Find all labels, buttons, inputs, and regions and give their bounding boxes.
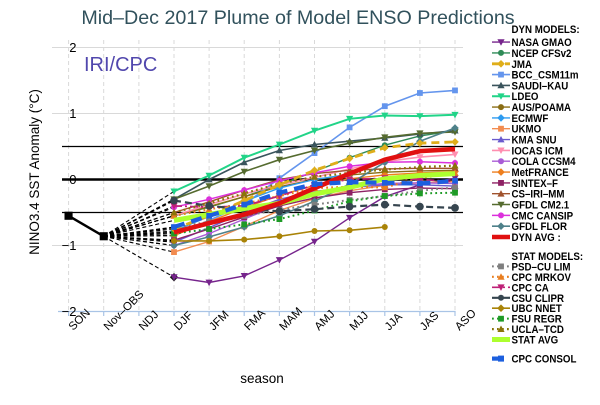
svg-text:season: season [240,371,284,386]
svg-text:0: 0 [69,172,76,187]
svg-text:CS–IRI–MM: CS–IRI–MM [512,189,565,201]
svg-text:IOCAS ICM: IOCAS ICM [512,145,563,157]
svg-text:PSD–CU LIM: PSD–CU LIM [512,261,571,273]
svg-text:UCLA–TCD: UCLA–TCD [512,324,564,336]
svg-text:SAUDI–KAU: SAUDI–KAU [512,80,569,92]
svg-text:2: 2 [69,40,76,55]
svg-text:DYN MODELS:: DYN MODELS: [512,24,580,36]
svg-text:ECMWF: ECMWF [512,113,549,125]
svg-text:SINTEX–F: SINTEX–F [512,178,559,190]
svg-text:UKMO: UKMO [512,124,542,136]
svg-text:STAT AVG: STAT AVG [512,335,559,347]
svg-text:CPC CA: CPC CA [512,282,549,294]
svg-text:MetFRANCE: MetFRANCE [512,167,569,179]
svg-text:UBC NNET: UBC NNET [512,303,563,315]
svg-text:GFDL CM2.1: GFDL CM2.1 [512,200,570,212]
svg-text:STAT MODELS:: STAT MODELS: [512,251,584,263]
svg-text:DYN AVG :: DYN AVG : [512,232,561,244]
svg-text:CSU CLIPR: CSU CLIPR [512,293,565,305]
svg-text:IRI/CPC: IRI/CPC [84,54,157,76]
svg-text:NCEP CFSv2: NCEP CFSv2 [512,48,572,60]
svg-text:COLA CCSM4: COLA CCSM4 [512,156,577,168]
svg-text:NINO3.4 SST Anomaly (°C): NINO3.4 SST Anomaly (°C) [27,89,42,255]
svg-text:FSU REGR: FSU REGR [512,314,562,326]
svg-text:AUS/POAMA: AUS/POAMA [512,102,572,114]
svg-text:−1: −1 [62,238,77,253]
svg-text:CPC MRKOV: CPC MRKOV [512,272,572,284]
svg-text:GFDL FLOR: GFDL FLOR [512,221,568,233]
svg-text:LDEO: LDEO [512,91,539,103]
svg-text:BCC_CSM11m: BCC_CSM11m [512,70,579,82]
svg-text:Mid–Dec 2017 Plume of Model EN: Mid–Dec 2017 Plume of Model ENSO Predict… [81,7,514,29]
svg-text:KMA SNU: KMA SNU [512,135,557,147]
svg-text:−2: −2 [62,304,77,319]
svg-text:CPC CONSOL: CPC CONSOL [512,354,577,366]
svg-text:NASA GMAO: NASA GMAO [512,37,573,49]
svg-text:1: 1 [69,106,76,121]
svg-text:CMC CANSIP: CMC CANSIP [512,210,574,222]
svg-text:JMA: JMA [512,59,533,71]
